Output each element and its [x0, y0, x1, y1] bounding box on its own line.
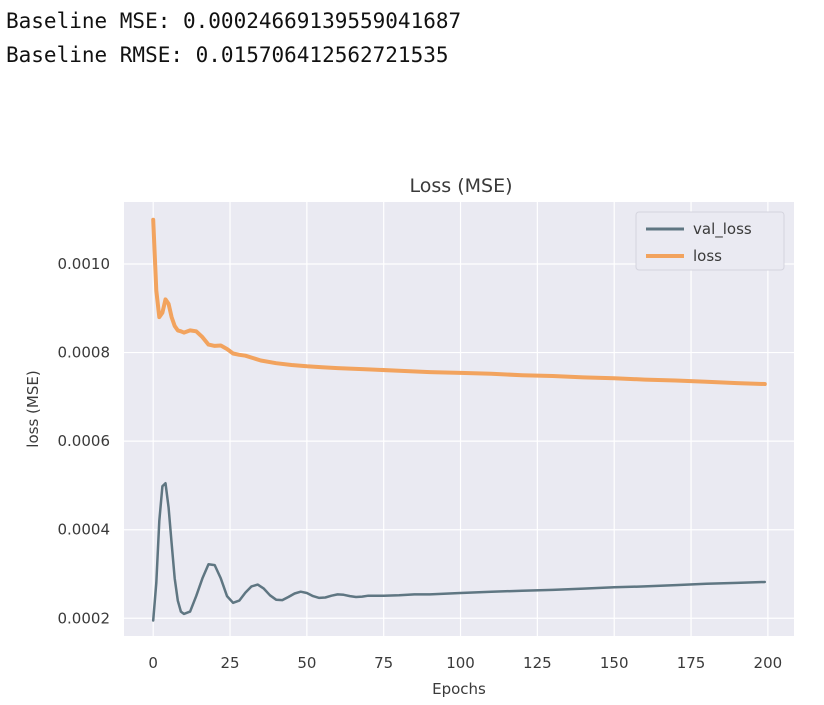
series-layer	[151, 217, 767, 622]
x-tick-labels: 0 25 50 75 100 125 150 175 200	[148, 654, 782, 672]
x-tick-label: 25	[220, 654, 239, 672]
x-tick-label: 100	[446, 654, 475, 672]
y-tick-label: 0.0008	[58, 344, 111, 362]
loss-chart: Loss (MSE) 0 25 50 75 100 125 150 175 200 0.0002…	[0, 160, 824, 700]
y-tick-label: 0.0004	[58, 521, 111, 539]
x-axis-label: Epochs	[432, 680, 486, 698]
y-tick-label: 0.0006	[58, 432, 111, 450]
y-axis-label: loss (MSE)	[24, 370, 42, 447]
chart-legend: val_loss loss	[635, 211, 785, 271]
y-tick-label: 0.0002	[58, 609, 111, 627]
x-tick-label: 200	[754, 654, 783, 672]
series-line-val-loss	[151, 481, 767, 622]
baseline-mse-text: Baseline MSE: 0.00024669139559041687	[6, 9, 462, 33]
legend-label-val-loss: val_loss	[693, 220, 752, 239]
y-tick-label: 0.0010	[58, 255, 111, 273]
x-tick-label: 150	[600, 654, 629, 672]
x-tick-label: 125	[523, 654, 552, 672]
grid-lines	[124, 202, 794, 636]
x-tick-label: 0	[148, 654, 158, 672]
baseline-stats: Baseline MSE: 0.00024669139559041687 Base…	[6, 4, 461, 72]
loss-chart-svg: Loss (MSE) 0 25 50 75 100 125 150 175 200 0.0002…	[24, 175, 794, 698]
chart-title: Loss (MSE)	[410, 175, 513, 197]
legend-label-loss: loss	[693, 247, 722, 265]
baseline-rmse-text: Baseline RMSE: 0.015706412562721535	[6, 43, 449, 67]
x-tick-label: 75	[374, 654, 393, 672]
x-tick-label: 175	[677, 654, 706, 672]
y-tick-labels: 0.0002 0.0004 0.0006 0.0008 0.0010	[58, 255, 111, 627]
plot-area	[124, 202, 794, 636]
x-tick-label: 50	[297, 654, 316, 672]
series-line-loss	[151, 217, 767, 386]
